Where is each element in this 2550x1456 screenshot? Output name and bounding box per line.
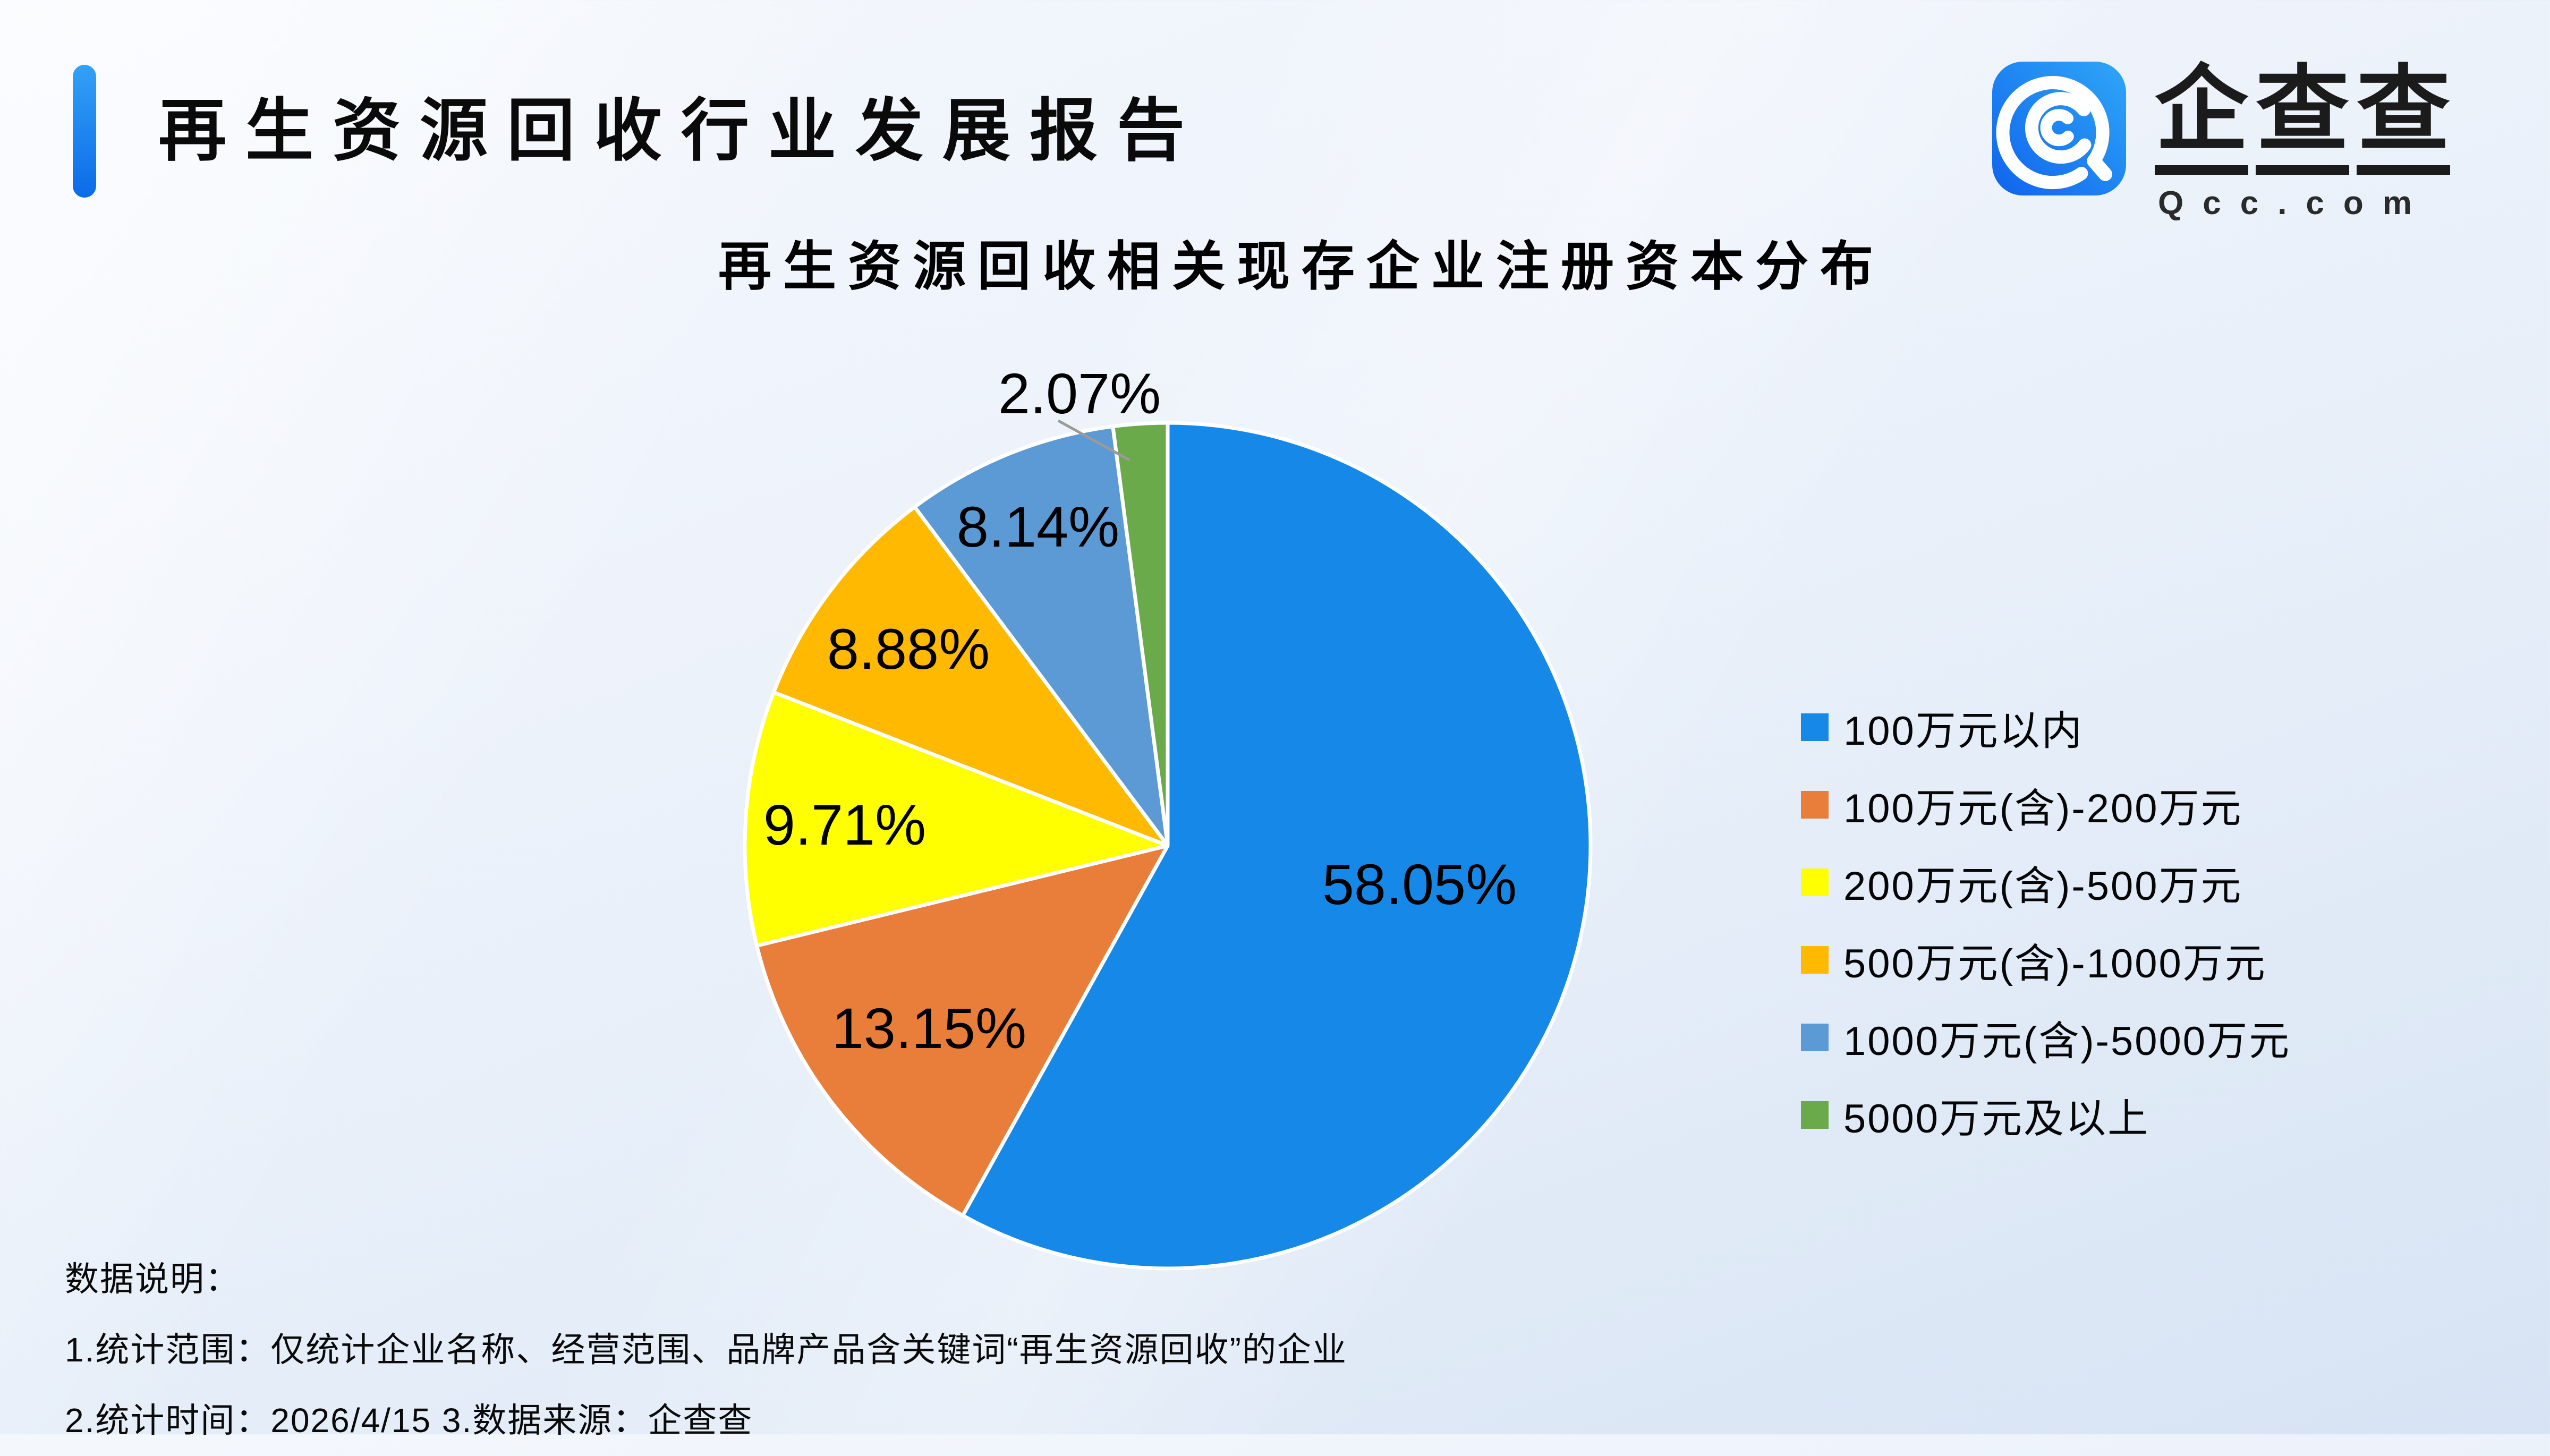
qcc-logo-icon [1992,62,2126,195]
pie-data-label-3: 9.71% [763,793,926,857]
pie-slice-2 [755,844,1170,1217]
qcc-logo: 企 查 查 Qcc.com [1992,61,2458,222]
legend-marker-1 [1801,713,1829,741]
pie-slice-6 [1111,421,1170,848]
legend-label-5: 1000万元(含)-5000万元 [1843,1019,2291,1064]
brand-char: 查 [2357,61,2451,175]
brand-domain: Qcc.com [2158,185,2431,222]
legend-item-3: 200万元(含)-500万元 [1801,862,2291,909]
notes-heading: 数据说明： [65,1260,240,1298]
brand-name: 企 查 查 [2155,61,2458,175]
brand-char: 企 [2155,61,2249,175]
pie-slice-1 [960,421,1593,1271]
chart-title: 再生资源回收相关现存企业注册资本分布 [718,237,1885,296]
pie-slice-4 [771,505,1170,848]
logo-text: 企 查 查 Qcc.com [2155,61,2458,222]
pie-slice-5 [913,424,1170,848]
notes-line-1: 1.统计范围：仅统计企业名称、经营范围、品牌产品含关键词“再生资源回收”的企业 [65,1331,1347,1369]
footnotes: 数据说明： 1.统计范围：仅统计企业名称、经营范围、品牌产品含关键词“再生资源回… [65,1244,1347,1456]
legend-marker-3 [1801,869,1829,896]
pie-data-label-5: 8.14% [957,495,1119,559]
legend-label-6: 5000万元及以上 [1843,1096,2150,1142]
pie-data-label-2: 13.15% [832,996,1026,1060]
legend-marker-4 [1801,946,1829,974]
legend-label-3: 200万元(含)-500万元 [1843,864,2243,909]
legend-item-1: 100万元以内 [1801,706,2291,754]
notes-line-2: 2.统计时间：2026/4/15 3.数据来源：企查查 [65,1401,753,1440]
logo-swirl [1996,76,2112,190]
legend-label-1: 100万元以内 [1843,709,2084,754]
pie-data-label-6: 2.07% [998,361,1161,425]
label-leader-line [1057,419,1130,462]
legend-item-5: 1000万元(含)-5000万元 [1801,1017,2291,1064]
legend-label-2: 100万元(含)-200万元 [1843,786,2243,831]
title-accent-bar [73,65,96,198]
legend-item-2: 100万元(含)-200万元 [1801,784,2291,831]
legend-marker-2 [1801,791,1829,819]
legend-item-4: 500万元(含)-1000万元 [1801,939,2291,986]
legend-marker-6 [1801,1101,1829,1129]
pie-data-label-4: 8.88% [827,617,990,681]
chart-legend: 100万元以内 100万元(含)-200万元 200万元(含)-500万元 500万元… [1801,706,2291,1172]
legend-marker-5 [1801,1024,1829,1051]
legend-label-4: 500万元(含)-1000万元 [1843,941,2267,986]
pie-data-label-1: 58.05% [1322,852,1517,916]
page-title: 再生资源回收行业发展报告 [158,93,1204,169]
pie-slice-3 [743,690,1170,948]
brand-char: 查 [2256,61,2350,175]
legend-item-6: 5000万元及以上 [1801,1094,2291,1142]
